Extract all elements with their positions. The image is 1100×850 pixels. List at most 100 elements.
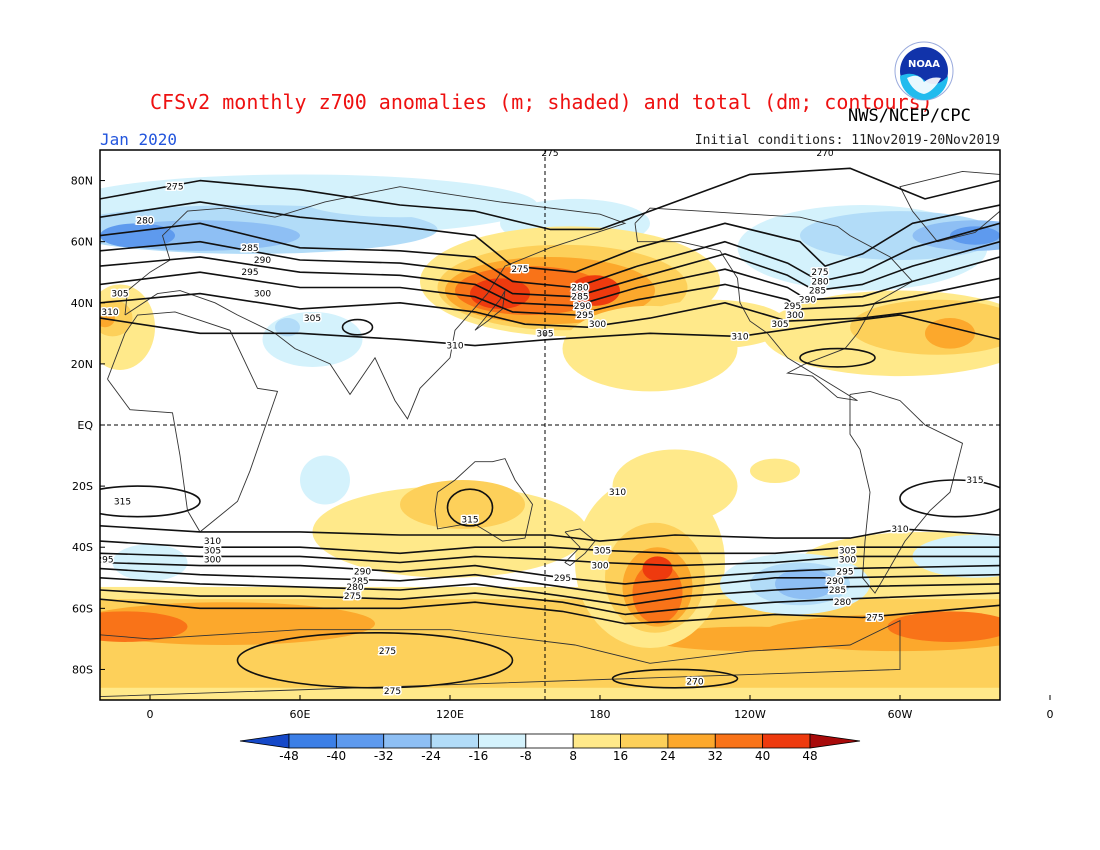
contour-label: 310 — [731, 332, 748, 342]
anomaly-blob — [632, 562, 683, 624]
colorbar-tick-label: -48 — [279, 749, 299, 763]
contour-label: 310 — [204, 537, 221, 547]
contour-label: 280 — [346, 583, 363, 593]
colorbar-tick-label: 32 — [708, 749, 723, 763]
x-tick-label: 120W — [734, 708, 766, 721]
anomaly-blob — [400, 480, 525, 529]
colorbar-swatch — [478, 733, 527, 749]
height-contour — [100, 589, 1000, 616]
coastline — [434, 458, 533, 542]
contour-label: 300 — [839, 555, 856, 565]
height-contour-closed — [100, 485, 201, 518]
contour-label: 275 — [166, 183, 183, 193]
height-contour — [100, 567, 1000, 597]
x-tick-label: 120E — [436, 708, 464, 721]
contour-label: 285 — [829, 586, 846, 596]
y-tick-label: EQ — [77, 419, 93, 432]
colorbar-tick-label: -24 — [421, 749, 441, 763]
contour-label: 310 — [101, 308, 118, 318]
anomaly-blob — [650, 626, 850, 652]
colorbar-swatch — [762, 733, 811, 749]
anomaly-blob — [275, 318, 300, 337]
colorbar-swatch — [572, 733, 621, 749]
colorbar-arrow-low — [239, 733, 290, 749]
colorbar-tick-label: -16 — [469, 749, 489, 763]
contour-label: 305 — [839, 546, 856, 556]
contour-label: 290 — [254, 256, 271, 266]
y-tick-label: 60N — [71, 236, 93, 249]
contour-label: 285 — [241, 244, 258, 254]
colorbar-tick-label: 48 — [802, 749, 817, 763]
height-contour — [100, 577, 1000, 607]
anomaly-blob — [300, 180, 500, 218]
contour-label: 295 — [241, 268, 258, 278]
x-tick-label: 60W — [888, 708, 913, 721]
anomaly-blob — [637, 299, 788, 349]
height-contour — [100, 561, 1000, 585]
contour-label: 300 — [254, 290, 271, 300]
contour-label: 290 — [826, 577, 843, 587]
anomaly-blob — [925, 318, 975, 349]
colorbar-swatch — [620, 733, 669, 749]
height-contour — [100, 598, 1000, 625]
forecast-month: Jan 2020 — [100, 130, 178, 149]
coastline — [634, 207, 914, 402]
initial-conditions: Initial conditions: 11Nov2019-20Nov2019 — [694, 133, 1000, 148]
y-tick-label: 20N — [71, 358, 93, 371]
y-tick-label: 40N — [71, 297, 93, 310]
colorbar-swatch — [335, 733, 385, 749]
coastline — [107, 311, 279, 533]
contour-label: 300 — [204, 555, 221, 565]
height-contour — [100, 222, 1000, 289]
contour-label: 280 — [571, 284, 588, 294]
colorbar-tick-label: 8 — [569, 749, 577, 763]
y-tick-label: 80N — [71, 175, 93, 188]
x-tick-label: 180 — [590, 708, 611, 721]
anomaly-blob — [887, 611, 1000, 642]
contour-label: 300 — [786, 311, 803, 321]
anomaly-blob — [750, 458, 800, 484]
contour-label: 315 — [966, 476, 983, 486]
height-contour — [100, 201, 1000, 273]
colorbar-swatch — [667, 733, 716, 749]
contour-label: 280 — [811, 277, 828, 287]
coastline — [100, 619, 901, 698]
height-contour-closed — [236, 631, 514, 689]
x-tick-label: 60E — [290, 708, 311, 721]
coastline — [124, 186, 627, 420]
coastline — [564, 528, 596, 567]
contour-label: 275 — [511, 265, 528, 275]
colorbar-swatch — [714, 733, 764, 749]
contour-label: 295 — [576, 311, 593, 321]
contour-label: 305 — [111, 290, 128, 300]
x-tick-label: 0 — [1047, 708, 1054, 721]
contour-label: 300 — [589, 320, 606, 330]
colorbar-swatch — [525, 733, 574, 749]
colorbar-swatch — [383, 733, 432, 749]
colorbar-arrow-high — [809, 733, 861, 749]
contour-label: 290 — [354, 568, 371, 578]
colorbar-tick-label: -32 — [374, 749, 394, 763]
height-contour — [100, 314, 1000, 347]
height-contour — [100, 292, 1000, 328]
contour-label: 275 — [344, 592, 361, 602]
contour-label: 275 — [379, 647, 396, 657]
contour-label: 285 — [809, 287, 826, 297]
contour-label: 305 — [594, 546, 611, 556]
y-tick-label: 40S — [72, 541, 93, 554]
anomaly-blob — [775, 568, 835, 600]
anomaly-blob — [642, 556, 673, 581]
colorbar-swatch — [430, 733, 479, 749]
colorbar-tick-label: -8 — [520, 749, 532, 763]
anomaly-blob — [950, 226, 1000, 245]
anomaly-blob — [100, 299, 133, 337]
contour-labels: 275 2702752802852902953003053103052752802… — [100, 149, 985, 698]
anomaly-blob — [612, 449, 738, 523]
agency-credit: NWS/NCEP/CPC — [848, 106, 971, 126]
contour-label: 275 — [541, 149, 558, 159]
y-tick-label: 60S — [72, 602, 93, 615]
noaa-logo: NOAA — [894, 41, 954, 101]
height-contour — [100, 240, 1000, 298]
contour-label: 275 — [811, 268, 828, 278]
contour-label: 305 — [304, 314, 321, 324]
